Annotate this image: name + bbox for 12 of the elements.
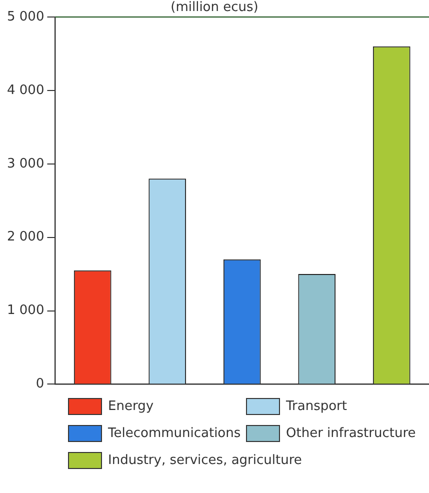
y-tick-label: 5 000	[7, 9, 44, 24]
y-tick-label: 0	[36, 376, 44, 392]
chart-title: (million ecus)	[170, 0, 258, 15]
legend-label: Transport	[286, 399, 348, 414]
legend-label: Telecommunications	[108, 426, 241, 441]
legend-label: Other infrastructure	[286, 426, 416, 441]
legend-label: Energy	[108, 399, 154, 414]
y-tick-label: 2 000	[7, 230, 44, 245]
legend-label: Industry, services, agriculture	[108, 453, 302, 468]
y-tick-label: 1 000	[7, 303, 44, 318]
y-tick-label: 4 000	[7, 82, 44, 98]
y-tick-label: 3 000	[7, 156, 44, 172]
